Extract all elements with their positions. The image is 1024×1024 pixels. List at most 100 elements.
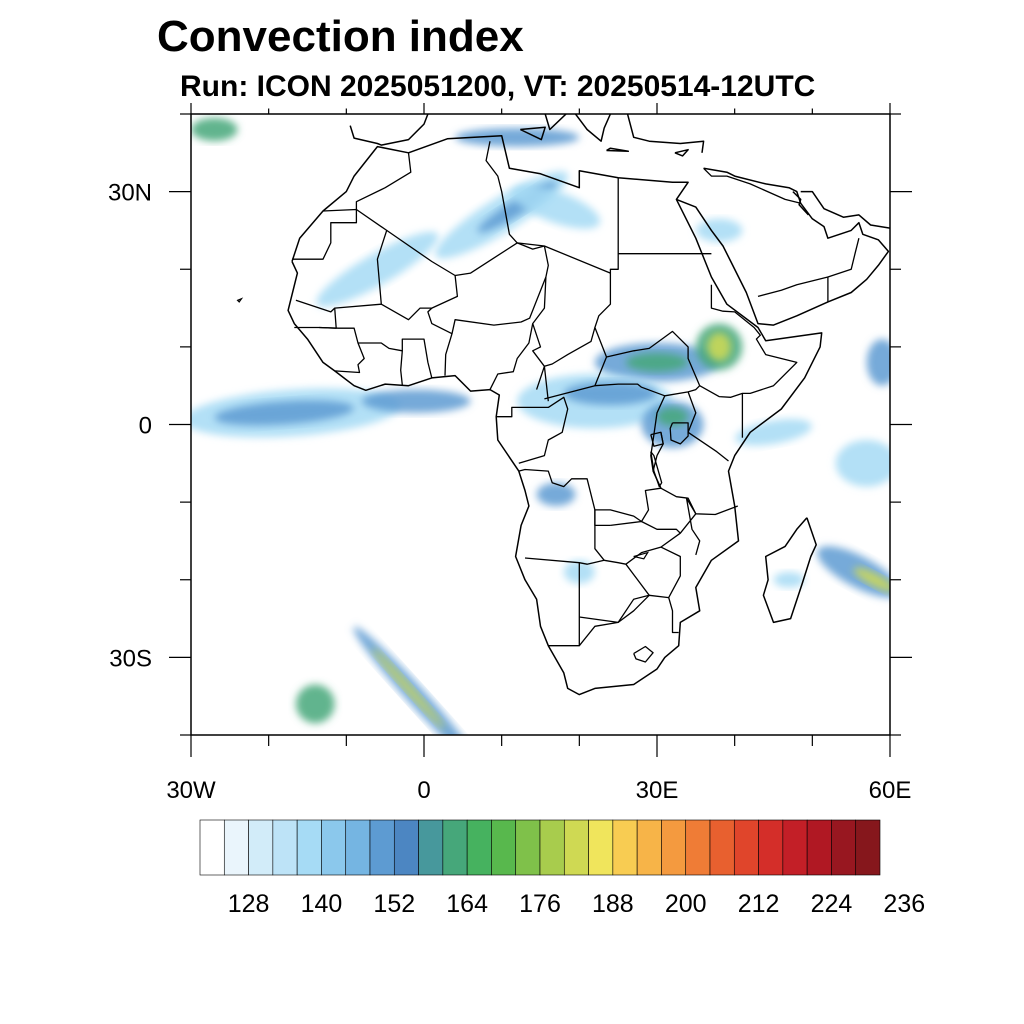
iberia-europe [349,114,568,146]
x-tick-label: 30E [636,777,679,804]
colorbar-box [345,819,371,876]
colorbar-label: 152 [373,890,415,918]
convection-south-atlantic-front-core [371,647,445,729]
colorbar-box [272,819,298,876]
convection-congo-core [563,381,658,406]
crete [606,147,630,153]
border-ivory-coast-burkina [358,342,403,352]
border-lake-tanganyika [650,451,663,488]
border-cameroon-nigeria [489,323,534,390]
colorbar-box [831,819,857,876]
colorbar-box [685,819,711,876]
border-namibia-botswana [548,562,580,647]
convection-iberia-cell [191,117,238,142]
greece-turkey [574,114,705,153]
africa-coastline [287,134,823,696]
island-cape-verde [236,297,244,303]
colorbar-box [782,819,808,876]
madagascar [762,517,817,624]
colorbar-box [393,819,419,876]
colorbar-box [321,819,347,876]
x-tick-label: 60E [869,777,912,804]
convection-ethiopia-hotspot [707,332,731,361]
colorbar-label: 224 [811,890,853,918]
border-morocco-algeria [355,152,412,210]
convection-mediterranean-band [455,127,580,147]
colorbar-box [758,819,784,876]
border-lake-victoria [669,422,689,445]
cyprus [674,148,689,157]
convection-lake-victoria-core [657,407,689,427]
border-tanzania-west [652,432,739,516]
border-zambia-zimbabwe [610,520,681,565]
colorbar-box [442,819,468,876]
coastline-border-layer [236,114,890,696]
convection-libya-band [511,185,601,229]
convection-indian-ocean-east [835,440,890,487]
lake-kariba [633,551,650,560]
colorbar-label: 212 [738,890,780,918]
colorbar-box [539,819,565,876]
border-oman-yemen [827,238,860,302]
colorbar-box [855,819,881,876]
border-chad-cameroon [532,276,596,367]
convection-angola-cell [536,482,576,507]
border-senegal-mali [294,308,337,329]
red-sea-coast-iran [800,190,890,229]
convection-field-layer [191,117,890,735]
convection-equatorial-atlantic-core [214,400,354,426]
border-nigeria-benin [444,333,453,376]
colorbar-box [588,819,614,876]
border-ghana-togo-burkina [400,338,433,385]
colorbar-label: 128 [228,890,270,918]
colorbar-label: 164 [446,890,488,918]
border-malawi [679,497,701,556]
colorbar-box [515,819,541,876]
colorbar-box [636,819,662,876]
colorbar-box [661,819,687,876]
colorbar-label: 176 [519,890,561,918]
border-drc-east [594,395,666,527]
y-tick-label: 30S [109,645,152,672]
border-angola-zambia [524,509,605,565]
colorbar-box [806,819,832,876]
colorbar-box [466,819,492,876]
axis-ticks: 30W 0 30E 60E 30N 0 30S [108,103,912,804]
sicily [519,126,546,141]
border-lesotho [633,645,654,663]
colorbar-box [199,819,225,876]
colorbar-box [563,819,589,876]
border-guinea-region [319,326,365,374]
border-car-north [535,365,549,402]
convection-arabian-sea-cell [866,339,890,386]
convection-gulf-of-guinea-band [361,389,471,413]
border-mozambique-zimbabwe [660,546,681,634]
convection-saudi-cell [695,218,743,243]
x-tick-label: 0 [417,777,430,804]
arabian-peninsula [676,167,890,326]
y-tick-label: 30N [108,180,152,207]
convection-mozambique-cell [773,571,805,588]
convection-sahara-streak-west [316,231,439,307]
border-western-sahara-mauritania [292,208,358,260]
colorbar-box [248,819,274,876]
colorbar-box [369,819,395,876]
colorbar: 128 140 152 164 176 188 200 212 224 236 [199,819,925,918]
colorbar-label: 188 [592,890,634,918]
border-saudi-north [703,167,801,204]
convection-tristan-cell [295,684,335,724]
chart-subtitle: Run: ICON 2025051200, VT: 20250514-12UTC [180,70,816,103]
colorbar-label: 236 [883,890,925,918]
border-drc-west [518,468,596,511]
border-saudi-yemen [757,276,829,298]
colorbar-box [709,819,735,876]
y-tick-label: 0 [139,413,152,440]
convection-east-african-coast [735,418,812,446]
border-sudan-south-sudan [594,330,701,397]
x-tick-label: 30W [166,777,216,804]
border-niger-north [427,242,549,335]
colorbar-box [296,819,322,876]
border-libya-egypt [544,177,619,274]
border-rwanda-burundi [650,431,664,447]
